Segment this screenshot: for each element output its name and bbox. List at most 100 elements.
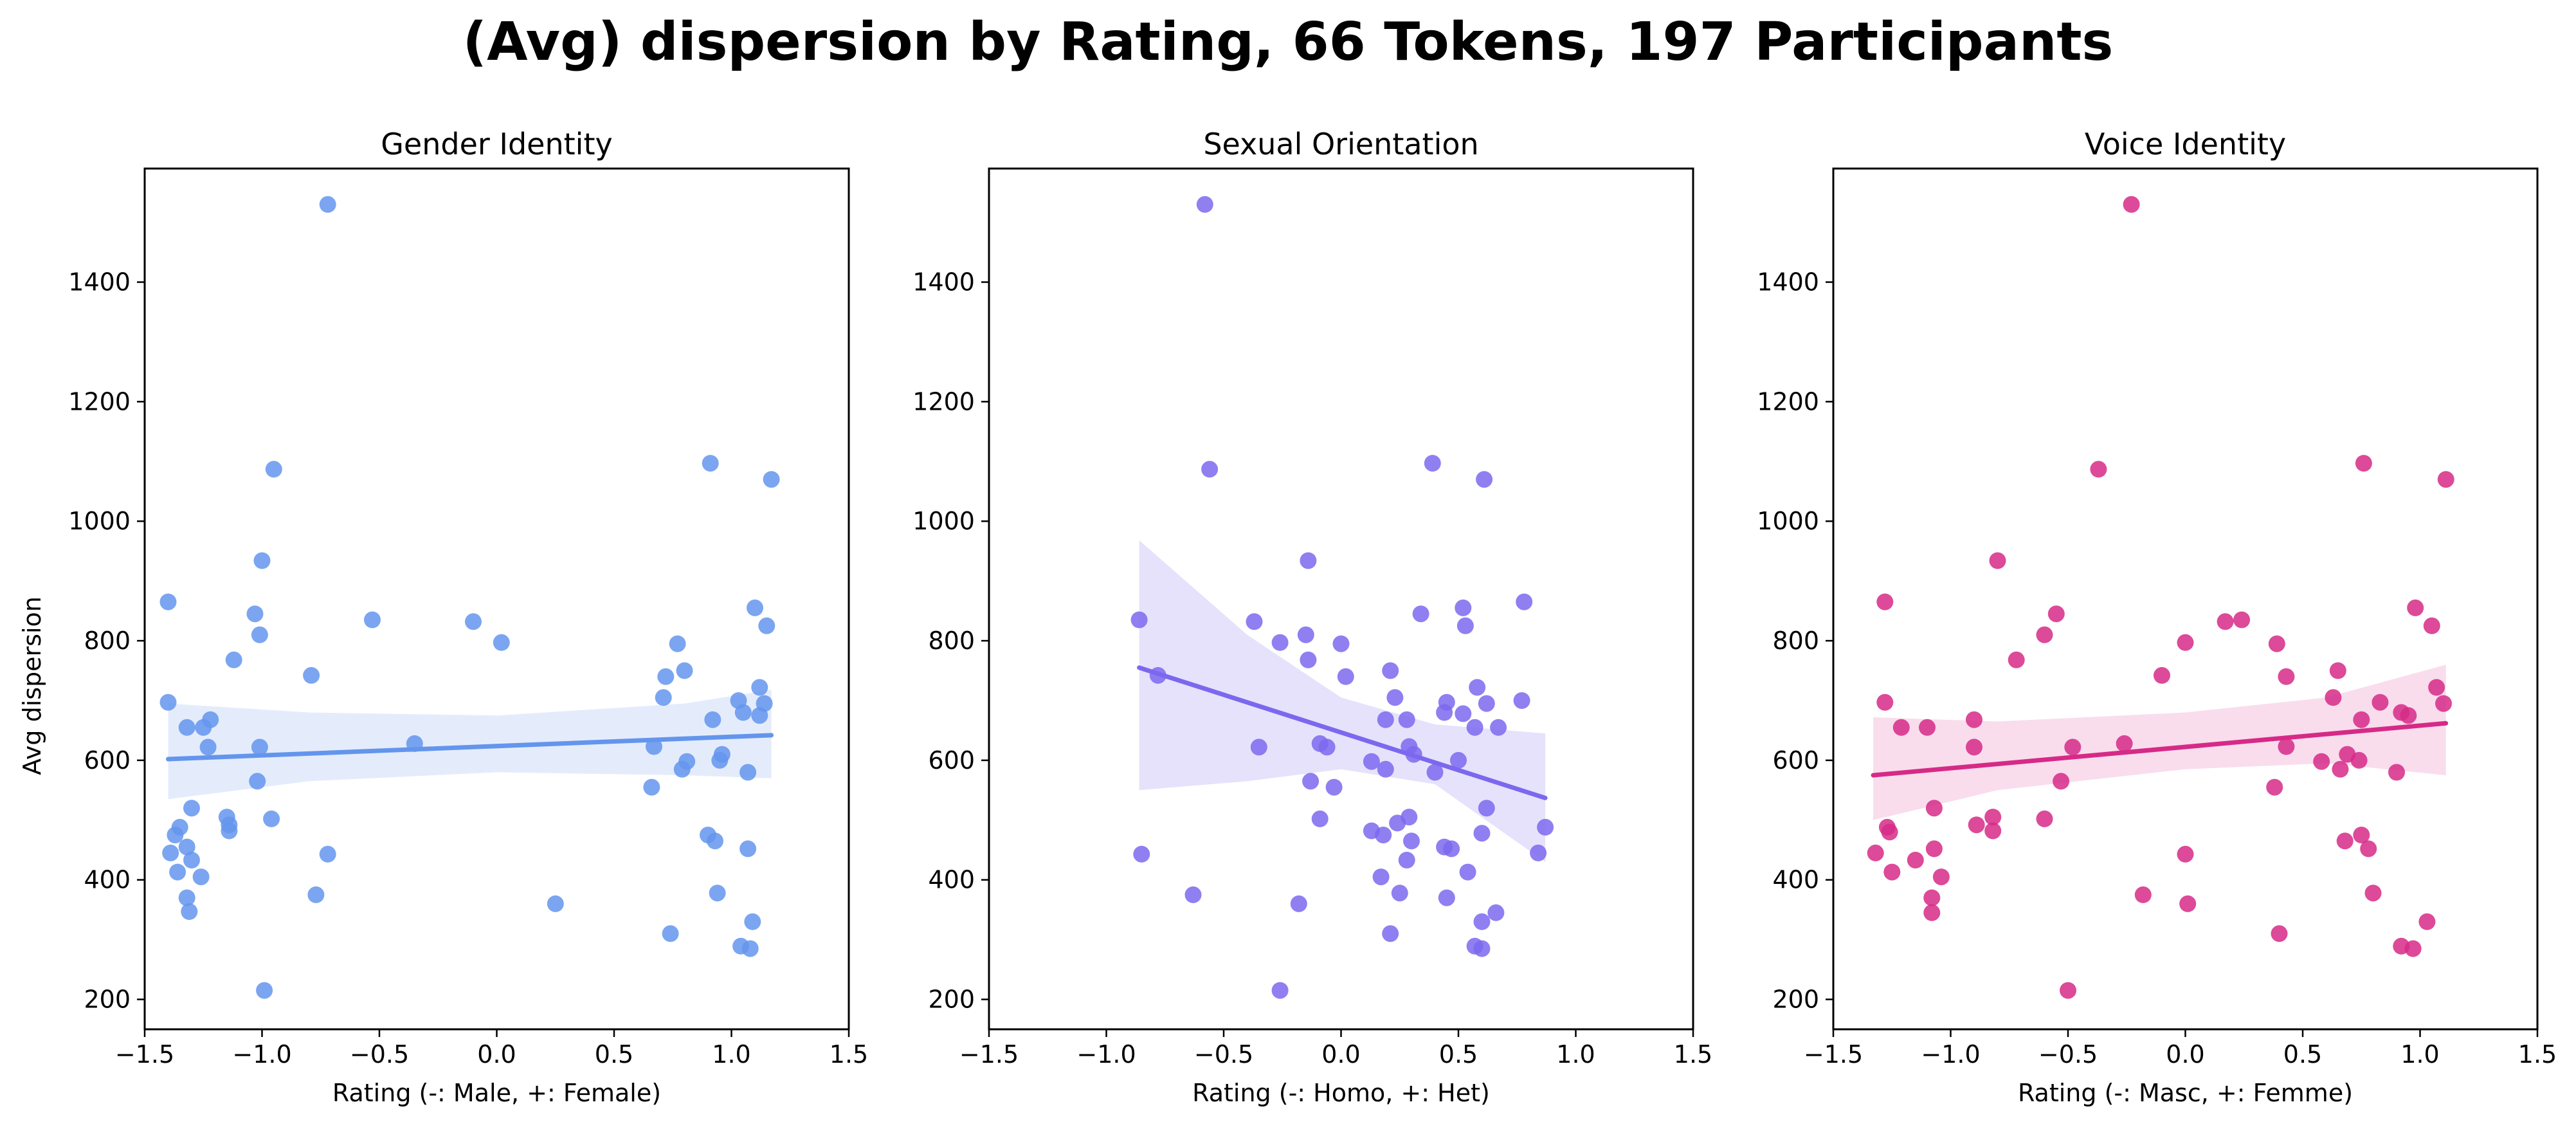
data-point [1989, 552, 2006, 569]
data-point [251, 739, 268, 756]
subplot-1: −1.5 −1.0 −0.5 0.0 0.5 1.0 1.5 200 400 600 800 1000… [68, 127, 868, 1107]
axes-frame [143, 167, 850, 1031]
data-point [364, 611, 381, 629]
x-axis-label: Rating (-: Homo, +: Het) [1192, 1079, 1490, 1107]
data-point [1297, 626, 1314, 643]
axes-frame [988, 167, 1694, 1031]
data-point [1382, 662, 1399, 679]
data-point [2278, 738, 2295, 755]
data-point [1968, 816, 1985, 834]
data-point [2134, 886, 2152, 903]
x-tick-label: 0.5 [2283, 1040, 2322, 1069]
data-point [2008, 651, 2025, 668]
y-tick-label: 200 [1772, 986, 1819, 1014]
data-point [734, 704, 752, 721]
y-tick-label: 1200 [68, 387, 131, 416]
x-axis-label: Rating (-: Male, +: Female) [332, 1079, 661, 1107]
data-point [199, 739, 217, 756]
data-point [2064, 739, 2082, 756]
y-tick-label: 400 [84, 866, 131, 894]
data-point [1469, 679, 1486, 696]
data-point [169, 863, 186, 881]
data-point [1337, 668, 1354, 685]
data-point [1246, 613, 1263, 630]
data-point [2418, 913, 2436, 930]
data-point [181, 903, 198, 920]
data-point [319, 196, 336, 213]
x-tick-label: 1.5 [830, 1040, 868, 1069]
x-tick-label: 1.0 [1556, 1040, 1595, 1069]
data-point [1290, 895, 1307, 912]
data-point [195, 719, 212, 736]
data-point [319, 845, 336, 863]
subplot-3: −1.5 −1.0 −0.5 0.0 0.5 1.0 1.5 200 400 600 800 1000… [1757, 127, 2557, 1107]
data-point [2278, 668, 2295, 685]
data-point [739, 764, 757, 781]
data-point [1332, 635, 1350, 652]
data-point [2325, 689, 2342, 706]
data-point [2435, 695, 2452, 712]
x-tick-label: 1.5 [2518, 1040, 2557, 1069]
data-point [1398, 711, 1415, 728]
data-point [178, 838, 195, 856]
data-point [741, 940, 759, 957]
y-tick-label: 1400 [1757, 268, 1819, 297]
data-point [707, 832, 723, 850]
data-point [2217, 613, 2234, 630]
data-point [655, 689, 672, 706]
data-point [1436, 704, 1453, 721]
data-point [1490, 719, 1507, 736]
data-point [643, 778, 660, 796]
data-point [739, 840, 757, 858]
confidence-band [168, 690, 772, 800]
data-point [1455, 599, 1472, 616]
data-point [2388, 764, 2405, 781]
data-point [2353, 827, 2370, 843]
y-tick-label: 1000 [68, 507, 131, 535]
data-point [1424, 455, 1441, 472]
regression-line [166, 733, 774, 762]
data-point [2036, 810, 2053, 827]
data-point [763, 471, 780, 488]
figure-title: (Avg) dispersion by Rating, 66 Tokens, 1… [462, 12, 2114, 73]
x-tick-label: −0.5 [1194, 1040, 1253, 1069]
data-point [662, 925, 679, 942]
data-point [1398, 852, 1415, 868]
data-point [1184, 886, 1202, 903]
data-point [1876, 693, 1894, 711]
data-point [2177, 845, 2194, 863]
x-tick-label: 0.0 [1321, 1040, 1360, 1069]
y-tick-label: 200 [84, 986, 131, 1014]
data-point [2053, 773, 2070, 790]
data-point [2364, 885, 2382, 902]
data-point [1966, 711, 1982, 728]
data-point [251, 626, 268, 643]
data-point [1372, 868, 1390, 886]
x-tick-label: −1.0 [1076, 1040, 1136, 1069]
data-point [249, 773, 266, 790]
y-tick-label: 600 [84, 746, 131, 775]
data-point [2353, 711, 2370, 728]
data-point [1403, 832, 1420, 850]
y-tick-label: 1000 [1757, 507, 1819, 535]
data-point [1892, 719, 1910, 736]
data-point [493, 634, 510, 651]
subplot-title: Sexual Orientation [1203, 127, 1478, 161]
data-point [1300, 552, 1317, 569]
data-point [1984, 809, 2002, 826]
regression-line [1871, 721, 2449, 778]
x-tick-label: 0.0 [477, 1040, 516, 1069]
data-point [2360, 840, 2377, 858]
x-tick-label: −1.5 [959, 1040, 1019, 1069]
x-tick-label: −1.5 [115, 1040, 174, 1069]
data-point [669, 635, 686, 652]
data-point [1311, 810, 1329, 827]
y-tick-label: 200 [928, 986, 975, 1014]
data-point [183, 800, 200, 817]
y-tick-label: 800 [84, 627, 131, 655]
data-point [221, 822, 238, 840]
data-point [1130, 611, 1148, 629]
data-point [751, 707, 768, 724]
data-point [1881, 823, 1898, 841]
data-point [747, 599, 763, 616]
